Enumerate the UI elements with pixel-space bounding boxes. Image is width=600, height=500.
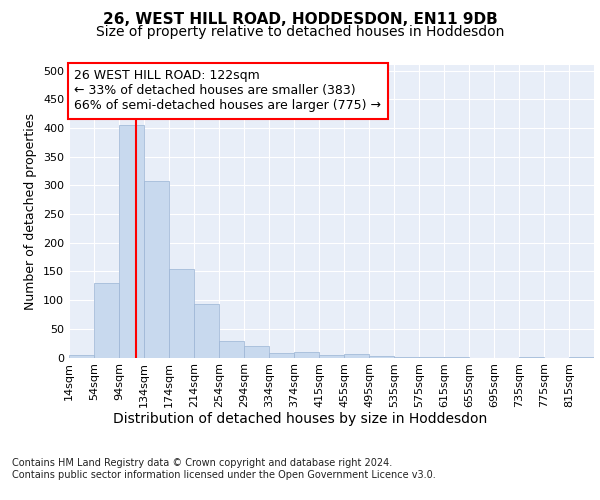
- Text: 26, WEST HILL ROAD, HODDESDON, EN11 9DB: 26, WEST HILL ROAD, HODDESDON, EN11 9DB: [103, 12, 497, 28]
- Bar: [94, 283, 119, 358]
- Bar: [319, 354, 344, 358]
- Bar: [144, 181, 169, 358]
- Bar: [269, 353, 294, 358]
- Text: Distribution of detached houses by size in Hoddesdon: Distribution of detached houses by size …: [113, 412, 487, 426]
- Bar: [244, 346, 269, 358]
- Bar: [119, 125, 144, 358]
- Bar: [444, 357, 469, 358]
- Text: 26 WEST HILL ROAD: 122sqm
← 33% of detached houses are smaller (383)
66% of semi: 26 WEST HILL ROAD: 122sqm ← 33% of detac…: [74, 70, 381, 112]
- Bar: [519, 357, 544, 358]
- Bar: [344, 354, 369, 358]
- Bar: [194, 304, 219, 358]
- Bar: [169, 268, 194, 358]
- Bar: [219, 342, 244, 357]
- Bar: [294, 352, 319, 358]
- Y-axis label: Number of detached properties: Number of detached properties: [25, 113, 37, 310]
- Bar: [369, 356, 394, 358]
- Bar: [569, 357, 594, 358]
- Text: Size of property relative to detached houses in Hoddesdon: Size of property relative to detached ho…: [96, 25, 504, 39]
- Text: Contains HM Land Registry data © Crown copyright and database right 2024.: Contains HM Land Registry data © Crown c…: [12, 458, 392, 468]
- Text: Contains public sector information licensed under the Open Government Licence v3: Contains public sector information licen…: [12, 470, 436, 480]
- Bar: [394, 357, 419, 358]
- Bar: [419, 357, 444, 358]
- Bar: [69, 354, 94, 358]
